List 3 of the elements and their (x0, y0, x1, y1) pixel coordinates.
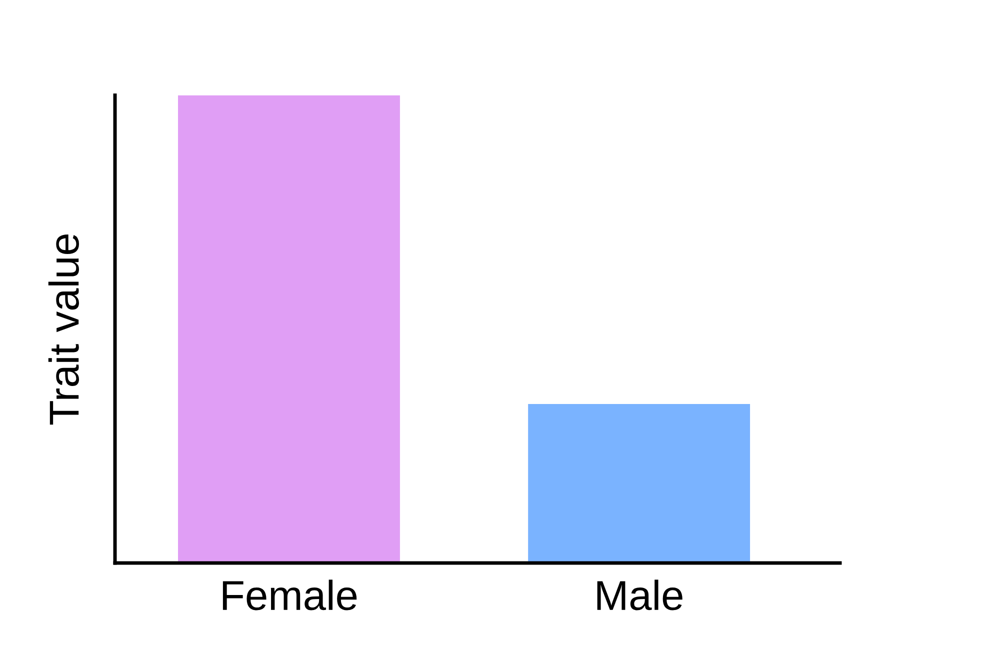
x-tick-label: Female (222, 580, 357, 610)
x-tick-label: Male (597, 580, 682, 610)
y-axis-title: Trait value (48, 234, 79, 425)
